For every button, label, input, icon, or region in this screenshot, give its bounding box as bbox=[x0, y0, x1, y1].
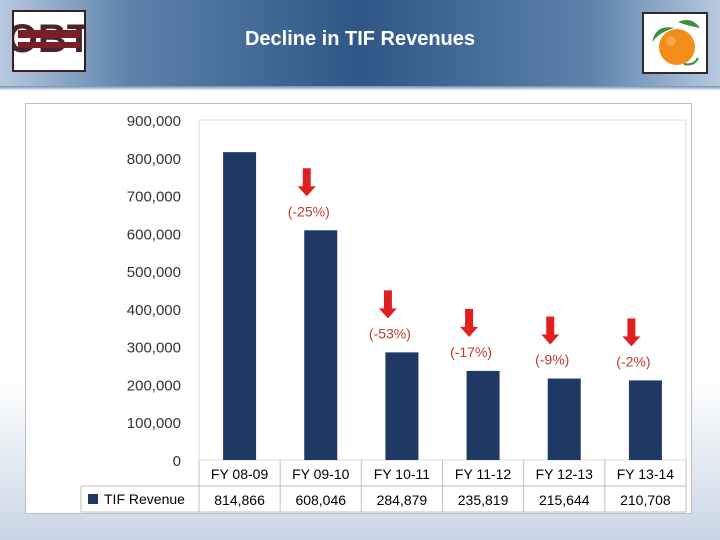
chart-frame: 0 100,000 200,000 300,000 400,000 500,000 600,… bbox=[25, 103, 692, 514]
percent-change-label: (-17%) bbox=[450, 344, 492, 360]
seal-logo-icon: OBT bbox=[7, 10, 91, 72]
y-tick-label: 600,000 bbox=[127, 226, 181, 243]
header-divider bbox=[0, 86, 720, 90]
percent-change-label: (-25%) bbox=[288, 203, 330, 219]
percent-change-label: (-53%) bbox=[369, 325, 411, 341]
page-title: Decline in TIF Revenues bbox=[244, 28, 476, 50]
category-label: FY 13-14 bbox=[617, 466, 675, 482]
bar bbox=[466, 370, 500, 460]
bar bbox=[223, 152, 257, 460]
data-table-value: 814,866 bbox=[214, 492, 265, 508]
svg-text:OBT: OBT bbox=[14, 17, 84, 61]
category-label: FY 08-09 bbox=[211, 466, 269, 482]
revenue-bar-chart: 0 100,000 200,000 300,000 400,000 500,000 600,… bbox=[80, 113, 687, 513]
category-label: FY 09-10 bbox=[292, 466, 350, 482]
y-tick-label: 800,000 bbox=[127, 151, 181, 168]
data-table-value: 235,819 bbox=[458, 492, 509, 508]
y-tick-label: 900,000 bbox=[127, 113, 181, 130]
y-tick-label: 300,000 bbox=[127, 340, 181, 357]
data-table-value: 284,879 bbox=[377, 492, 428, 508]
percent-change-label: (-2%) bbox=[616, 353, 650, 369]
data-table-value: 215,644 bbox=[539, 492, 590, 508]
y-tick-label: 400,000 bbox=[127, 302, 181, 319]
bar bbox=[547, 378, 581, 460]
down-arrow-icon bbox=[297, 168, 316, 197]
data-table-value: 608,046 bbox=[295, 492, 346, 508]
bar bbox=[628, 380, 662, 460]
down-arrow-icon bbox=[378, 290, 397, 319]
category-label: FY 12-13 bbox=[536, 466, 594, 482]
down-arrow-icon bbox=[622, 318, 641, 347]
plot-area bbox=[198, 119, 687, 461]
orange-logo-icon bbox=[642, 12, 708, 74]
y-tick-label: 100,000 bbox=[127, 415, 181, 432]
down-arrow-icon bbox=[460, 308, 479, 337]
down-arrow-icon bbox=[541, 316, 560, 345]
percent-change-label: (-9%) bbox=[535, 352, 569, 368]
bar bbox=[385, 352, 419, 460]
y-tick-label: 500,000 bbox=[127, 264, 181, 281]
category-label: FY 10-11 bbox=[374, 466, 431, 482]
header-bar bbox=[0, 0, 720, 86]
legend-swatch bbox=[88, 494, 98, 504]
data-table-value: 210,708 bbox=[620, 492, 671, 508]
bar bbox=[304, 230, 338, 460]
y-tick-label: 700,000 bbox=[127, 189, 181, 206]
legend-label: TIF Revenue bbox=[104, 491, 185, 507]
category-label: FY 11-12 bbox=[455, 466, 512, 482]
y-tick-label: 0 bbox=[173, 453, 181, 470]
y-tick-label: 200,000 bbox=[127, 377, 181, 394]
